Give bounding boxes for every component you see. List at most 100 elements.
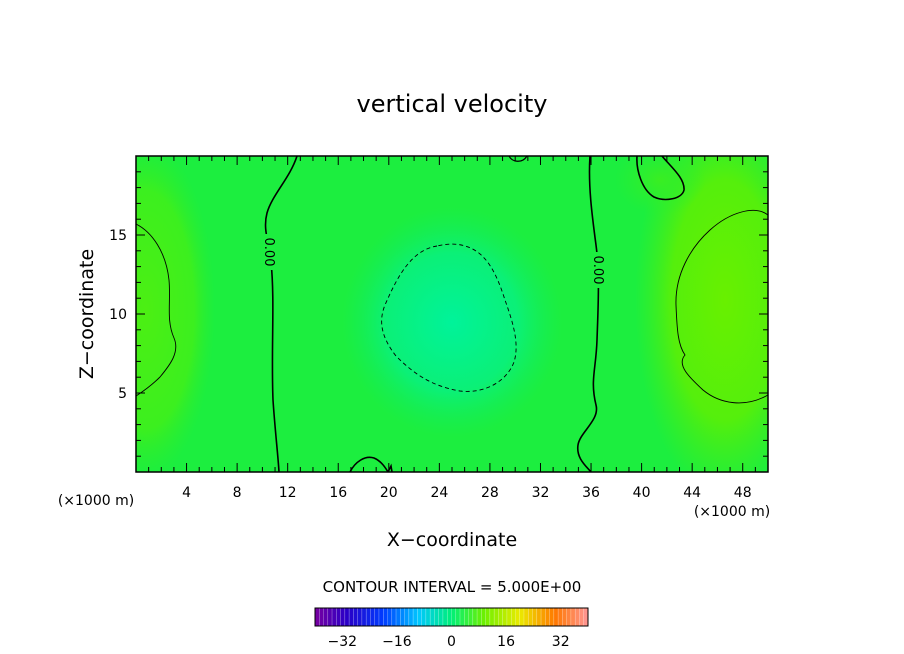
colorbar-segment <box>412 607 418 627</box>
colorbar-segment <box>344 607 350 627</box>
colorbar-segment <box>549 607 555 627</box>
colorbar-tick-label: −32 <box>328 634 358 650</box>
colorbar-segment <box>557 607 563 627</box>
colorbar-segment <box>498 607 503 627</box>
contour-zero-left <box>264 156 298 472</box>
contour-left-positive <box>136 223 177 397</box>
y-tick-label: 15 <box>109 228 127 244</box>
y-axis-ticks: 5 10 15 <box>109 171 768 457</box>
colorbar-segment <box>468 607 474 627</box>
colorbar <box>314 607 589 627</box>
colorbar-segment <box>506 607 512 627</box>
colorbar-segment <box>545 607 550 627</box>
colorbar-segment <box>434 607 439 627</box>
colorbar-segment <box>319 607 324 627</box>
contour-top-notch <box>508 156 528 162</box>
x-tick-label: 16 <box>329 485 347 501</box>
colorbar-tick-label: 0 <box>447 634 456 650</box>
colorbar-segment <box>387 607 393 627</box>
colorbar-segment <box>438 607 444 627</box>
colorbar-segment <box>408 607 414 627</box>
field-center-low <box>342 207 562 437</box>
colorbar-segment <box>361 607 367 627</box>
colorbar-segment <box>502 607 508 627</box>
colorbar-segment <box>391 607 397 627</box>
colorbar-segment <box>442 607 448 627</box>
y-tick-label: 10 <box>109 307 127 323</box>
contour-label-right-text: 0.00 <box>590 256 605 285</box>
contour-label-left-text: 0.00 <box>261 238 276 267</box>
colorbar-segment <box>323 607 329 627</box>
y-tick-label: 5 <box>118 386 127 402</box>
colorbar-segment <box>417 607 422 627</box>
colorbar-segment <box>464 607 469 627</box>
colorbar-segment <box>481 607 486 627</box>
colorbar-tick-label: 16 <box>497 634 515 650</box>
plot-area: 0.00 0.00 <box>136 156 768 472</box>
colorbar-segment <box>485 607 491 627</box>
colorbar-segment <box>528 607 533 627</box>
colorbar-ticks: −32 −16 0 16 32 <box>328 634 570 650</box>
colorbar-segment <box>340 607 346 627</box>
x-tick-label: 44 <box>683 485 701 501</box>
colorbar-segment <box>314 607 320 627</box>
colorbar-tick-label: −16 <box>382 634 412 650</box>
x-tick-label: 40 <box>633 485 651 501</box>
colorbar-segment <box>404 607 410 627</box>
colorbar-segment <box>357 607 363 627</box>
colorbar-segment <box>353 607 358 627</box>
chart-title: vertical velocity <box>357 90 548 118</box>
colorbar-segment <box>446 607 452 627</box>
colorbar-segment <box>515 607 520 627</box>
colorbar-segment <box>532 607 538 627</box>
x-tick-label: 20 <box>380 485 398 501</box>
contour-label-left: 0.00 <box>261 234 277 270</box>
colorbar-segment <box>455 607 461 627</box>
colorbar-segment <box>429 607 435 627</box>
colorbar-segment <box>574 607 580 627</box>
x-tick-label: 32 <box>532 485 550 501</box>
colorbar-segment <box>421 607 427 627</box>
colorbar-segment <box>459 607 465 627</box>
colorbar-segment <box>383 607 388 627</box>
colorbar-segment <box>562 607 567 627</box>
x-axis-unit: (×1000 m) <box>694 504 770 520</box>
contour-topright-loop <box>636 156 685 201</box>
colorbar-frame <box>314 607 589 627</box>
colorbar-segment <box>510 607 516 627</box>
colorbar-segment <box>395 607 401 627</box>
colorbar-segment <box>476 607 482 627</box>
x-tick-label: 28 <box>481 485 499 501</box>
x-axis-ticks: 4 8 12 16 20 24 28 32 36 40 44 48 <box>148 156 756 501</box>
colorbar-segment <box>425 607 431 627</box>
colorbar-segment <box>400 607 405 627</box>
contour-zero-right <box>576 156 600 472</box>
y-axis-title: Z−coordinate <box>76 249 98 379</box>
x-tick-label: 48 <box>734 485 752 501</box>
field-left-band <box>136 156 215 472</box>
colorbar-segment <box>536 607 542 627</box>
contour-interval-label: CONTOUR INTERVAL = 5.000E+00 <box>323 578 582 596</box>
colorbar-segment <box>566 607 572 627</box>
contour-right-positive <box>675 209 768 404</box>
colorbar-segment <box>519 607 525 627</box>
colorbar-segment <box>570 607 576 627</box>
x-axis-title: X−coordinate <box>387 529 517 551</box>
x-tick-label: 8 <box>233 485 242 501</box>
x-tick-label: 12 <box>279 485 297 501</box>
x-tick-label: 36 <box>582 485 600 501</box>
colorbar-segment <box>579 607 584 627</box>
colorbar-segment <box>472 607 478 627</box>
colorbar-segment <box>327 607 333 627</box>
colorbar-segment <box>540 607 546 627</box>
colorbar-segment <box>348 607 354 627</box>
colorbar-segment <box>451 607 457 627</box>
colorbar-segment <box>374 607 380 627</box>
colorbar-tick-label: 32 <box>552 634 570 650</box>
colorbar-segment <box>489 607 495 627</box>
y-axis-unit: (×1000 m) <box>58 493 134 509</box>
colorbar-segment <box>365 607 371 627</box>
colorbar-segment <box>336 607 341 627</box>
colorbar-segment <box>523 607 529 627</box>
